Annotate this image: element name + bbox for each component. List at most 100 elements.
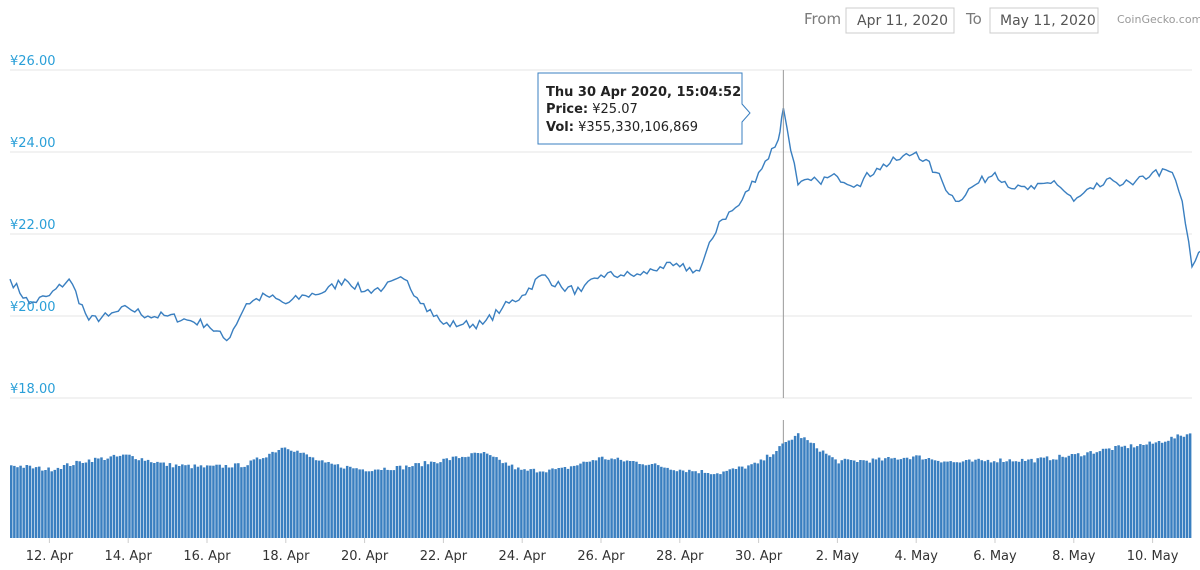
volume-bar [644,465,648,538]
volume-bar [737,466,741,538]
volume-bar [53,469,57,538]
volume-bar [162,462,165,538]
volume-bar [563,467,567,538]
volume-bar [408,467,411,538]
volume-bar [806,440,809,538]
volume-bars [10,420,1192,538]
volume-bar [380,470,383,538]
volume-bar [417,463,420,538]
volume-bar [1117,445,1120,538]
credit-link[interactable]: CoinGecko.com [1117,13,1200,26]
volume-bar [464,457,467,538]
volume-bar [747,465,750,538]
volume-bar [339,467,343,538]
volume-bar [728,469,732,538]
volume-bar [884,458,887,538]
volume-bar [16,467,19,538]
volume-bar [940,462,943,538]
volume-bar [958,462,962,538]
volume-bar [775,451,778,538]
volume-bar [986,459,990,538]
tooltip-date: Thu 30 Apr 2020, 15:04:52 [546,85,741,100]
volume-bar [762,460,766,538]
volume-bar [588,461,592,538]
volume-bar [401,469,405,538]
volume-bar [436,463,439,538]
volume-bar [489,455,492,538]
volume-bar [87,459,91,538]
volume-bar [734,469,738,538]
volume-bar [78,461,81,538]
y-tick-label: ¥22.00 [10,218,56,233]
volume-bar [784,442,788,538]
range-from-value[interactable]: Apr 11, 2020 [857,13,948,29]
volume-bar [691,471,694,538]
y-axis-ticks: ¥18.00 ¥20.00 ¥22.00 ¥24.00 ¥26.00 [10,54,56,397]
volume-bar [75,460,78,538]
y-tick-label: ¥18.00 [10,382,56,397]
x-tick-label: 6. May [973,549,1017,564]
volume-bar [1157,441,1161,538]
volume-bar [370,471,374,538]
volume-bar [765,454,769,538]
range-to-input[interactable] [989,7,1099,34]
volume-bar [924,459,927,538]
volume-bar [678,469,682,538]
volume-bar [831,457,834,538]
volume-bar [576,465,579,538]
range-from-label: From [804,10,841,28]
volume-bar [877,457,881,538]
volume-bar [1148,441,1151,538]
volume-bar [1188,433,1192,538]
volume-bar [457,458,461,538]
volume-bar [999,458,1002,538]
volume-bar [205,465,209,538]
volume-bar [1055,459,1058,538]
volume-bar [153,463,156,538]
volume-bar [526,470,529,538]
volume-bar [159,462,162,538]
x-tick-label: 12. Apr [26,549,74,564]
volume-bar [800,438,803,538]
volume-bar [103,460,106,538]
volume-bar [1176,434,1179,538]
volume-bar [405,465,408,538]
x-tick-label: 22. Apr [420,549,468,564]
volume-bar [706,473,710,538]
volume-bar [809,442,812,538]
volume-bar [597,457,601,538]
volume-bar [252,459,256,538]
volume-bar [1030,458,1033,538]
volume-bar [532,468,536,538]
volume-bar [974,459,977,538]
volume-bar [1027,459,1030,538]
volume-bar [666,467,669,538]
volume-bar [1005,461,1008,538]
volume-bar [604,459,607,538]
volume-bar [361,469,364,538]
volume-bar [433,462,436,538]
volume-bar [215,464,218,538]
volume-bar [100,457,103,538]
volume-bar [59,469,63,538]
volume-bar [557,468,560,538]
volume-bar [943,461,946,538]
volume-bar [212,465,215,538]
volume-bar [697,473,700,538]
range-from-input[interactable] [845,7,955,34]
volume-bar [688,469,691,538]
volume-bar [377,469,380,538]
volume-bar [750,464,753,538]
volume-bar [65,463,69,538]
volume-bar [501,463,504,538]
volume-bar [1151,443,1155,538]
volume-bar [134,459,137,538]
price-line [9,107,1200,342]
volume-bar [871,458,875,538]
volume-bar [681,470,685,538]
volume-bar [952,462,955,538]
volume-bar [756,463,760,538]
range-to-value[interactable]: May 11, 2020 [1000,13,1096,29]
volume-bar [619,459,623,538]
volume-bar [411,466,414,538]
